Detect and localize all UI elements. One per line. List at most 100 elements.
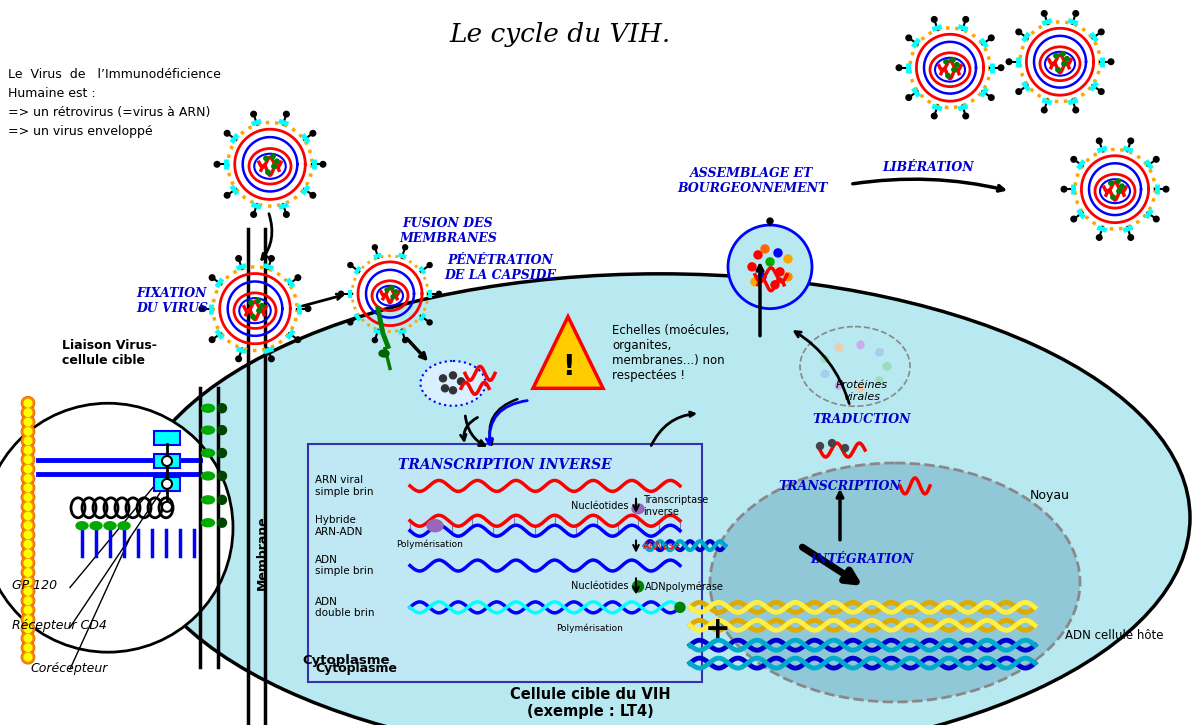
Circle shape	[217, 495, 227, 505]
Text: Transcriptase
inverse: Transcriptase inverse	[643, 495, 708, 517]
Ellipse shape	[821, 371, 829, 376]
Circle shape	[1062, 62, 1067, 66]
Circle shape	[674, 602, 685, 612]
Circle shape	[931, 114, 937, 119]
Circle shape	[310, 130, 316, 136]
Text: TRANSCRIPTION INVERSE: TRANSCRIPTION INVERSE	[398, 458, 612, 472]
Circle shape	[199, 306, 205, 312]
Circle shape	[828, 440, 835, 446]
Circle shape	[24, 474, 32, 483]
Circle shape	[24, 427, 32, 436]
Circle shape	[1109, 181, 1114, 186]
Ellipse shape	[710, 463, 1080, 702]
Text: Récepteur CD4: Récepteur CD4	[12, 620, 107, 633]
Ellipse shape	[379, 350, 389, 357]
Ellipse shape	[202, 496, 215, 504]
Circle shape	[209, 275, 215, 280]
Ellipse shape	[420, 361, 486, 405]
Circle shape	[209, 337, 215, 342]
Circle shape	[776, 268, 784, 276]
FancyBboxPatch shape	[154, 431, 180, 445]
Circle shape	[1128, 234, 1134, 240]
Circle shape	[22, 585, 35, 598]
Circle shape	[24, 644, 32, 652]
Text: GP 120: GP 120	[12, 579, 58, 593]
Text: +: +	[706, 614, 731, 644]
Circle shape	[24, 568, 32, 577]
Circle shape	[754, 251, 762, 259]
Circle shape	[236, 356, 241, 362]
Circle shape	[320, 162, 326, 167]
Circle shape	[305, 306, 311, 312]
Circle shape	[24, 464, 32, 473]
Circle shape	[1061, 186, 1067, 192]
Ellipse shape	[90, 522, 102, 530]
Circle shape	[22, 622, 35, 636]
Circle shape	[22, 509, 35, 523]
FancyBboxPatch shape	[154, 454, 180, 468]
Circle shape	[1054, 54, 1058, 58]
Circle shape	[394, 290, 398, 293]
Circle shape	[1073, 107, 1079, 113]
Circle shape	[22, 604, 35, 617]
Circle shape	[1153, 216, 1159, 222]
Circle shape	[950, 58, 955, 62]
Circle shape	[450, 387, 456, 394]
Circle shape	[22, 491, 35, 505]
Circle shape	[310, 192, 316, 198]
Circle shape	[1098, 29, 1104, 35]
Circle shape	[442, 385, 449, 392]
Circle shape	[264, 156, 269, 160]
Circle shape	[269, 256, 274, 261]
Circle shape	[275, 159, 280, 164]
Circle shape	[24, 512, 32, 521]
Text: TRADUCTION: TRADUCTION	[812, 414, 911, 426]
Circle shape	[24, 558, 32, 568]
Circle shape	[22, 499, 35, 514]
Circle shape	[24, 606, 32, 614]
Ellipse shape	[118, 522, 130, 530]
Circle shape	[1056, 68, 1061, 72]
Text: LIBÉRATION: LIBÉRATION	[882, 162, 974, 174]
Text: ADN
double brin: ADN double brin	[314, 596, 374, 618]
Circle shape	[24, 577, 32, 587]
Ellipse shape	[883, 365, 890, 368]
Circle shape	[1098, 89, 1104, 95]
Circle shape	[22, 443, 35, 457]
Circle shape	[758, 273, 766, 281]
Circle shape	[767, 218, 773, 224]
Circle shape	[1016, 29, 1021, 35]
Ellipse shape	[858, 384, 863, 392]
Circle shape	[260, 304, 264, 308]
Text: Protéines
virales: Protéines virales	[836, 380, 888, 402]
Circle shape	[22, 641, 35, 654]
Circle shape	[989, 35, 994, 41]
Circle shape	[385, 288, 389, 292]
Text: Cellule cible du VIH
(exemple : LT4): Cellule cible du VIH (exemple : LT4)	[510, 687, 671, 719]
Ellipse shape	[836, 381, 841, 389]
Circle shape	[391, 295, 395, 298]
Circle shape	[22, 556, 35, 570]
Text: ADN
simple brin: ADN simple brin	[314, 555, 373, 577]
Ellipse shape	[883, 365, 890, 368]
Text: Nucléotides: Nucléotides	[570, 582, 628, 591]
Circle shape	[450, 372, 456, 379]
Circle shape	[457, 378, 464, 385]
Circle shape	[256, 298, 260, 303]
Circle shape	[24, 521, 32, 530]
Circle shape	[876, 377, 883, 384]
Circle shape	[22, 415, 35, 429]
Ellipse shape	[202, 519, 215, 527]
Circle shape	[437, 291, 442, 296]
Ellipse shape	[104, 522, 116, 530]
Circle shape	[251, 212, 257, 217]
Circle shape	[24, 446, 32, 455]
Circle shape	[217, 472, 227, 480]
Ellipse shape	[202, 426, 215, 434]
Text: INTÉGRATION: INTÉGRATION	[810, 553, 913, 566]
Circle shape	[1070, 157, 1076, 162]
Ellipse shape	[821, 357, 829, 361]
Circle shape	[1109, 59, 1114, 65]
Circle shape	[946, 74, 950, 78]
Circle shape	[22, 434, 35, 448]
